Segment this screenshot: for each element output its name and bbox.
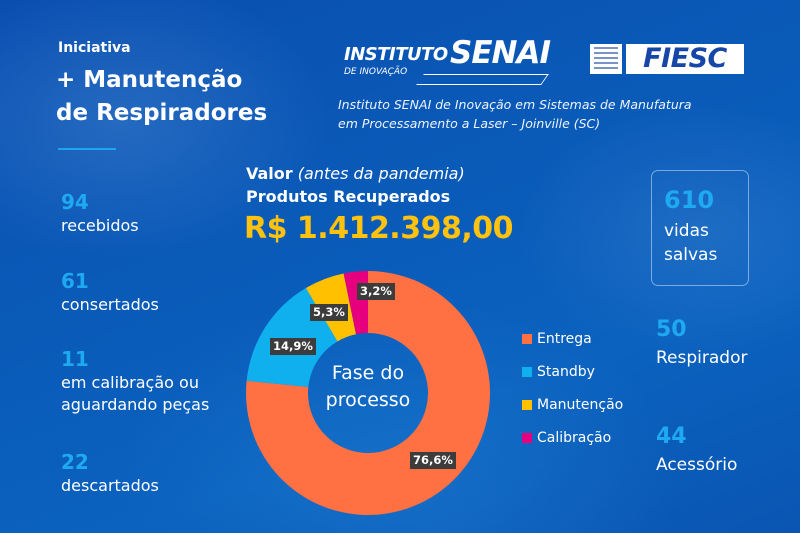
title-line-2: de Respiradores [56,100,268,126]
stat-label-line-2: aguardando peças [61,395,210,414]
title-line-1: + Manutenção [56,67,243,93]
legend-swatch [522,432,532,443]
stat-label: descartados [61,476,159,495]
stat-label-line-1: vidas [664,221,709,241]
slice-label-entrega: 76,6% [410,452,456,469]
stat-label: recebidos [61,216,139,235]
stat-label: Respirador [656,348,748,368]
slice-label-calibracao: 3,2% [357,283,395,300]
legend-item-entrega: Entrega [522,322,623,355]
legend-item-calibracao: Calibração [522,421,623,454]
center-label-line-2: processo [325,389,411,411]
institute-description: Instituto SENAI de Inovação em Sistemas … [338,95,692,133]
stat-label-line-2: salvas [664,245,718,265]
senai-logo-senai: SENAI [450,35,551,71]
donut-center-label: Fase do processo [300,360,436,414]
stat-descartados: 22 descartados [61,449,159,497]
stat-value: 22 [61,450,89,474]
valor-label: Valor [246,164,293,183]
legend-label: Manutenção [537,396,624,413]
valor-subtitle: Produtos Recuperados [246,187,451,206]
donut-chart: 76,6% 14,9% 5,3% 3,2% [246,271,490,515]
senai-logo: INSTITUTO SENAI DE INOVAÇÃO [342,35,551,86]
slice-label-manutencao: 5,3% [310,304,348,321]
stat-value: 44 [656,424,687,449]
senai-logo-swoosh [416,74,549,85]
legend-label: Calibração [537,429,612,446]
kicker: Iniciativa [58,40,131,56]
fiesc-emblem-icon [590,44,622,74]
legend-label: Standby [537,363,595,380]
page-title: + Manutenção de Respiradores [56,64,267,130]
stat-value: 11 [61,347,89,371]
highlight-box-vidas: 610 vidas salvas [651,170,749,286]
fiesc-logo: FIESC [590,44,744,74]
institute-description-line-2: em Processamento a Laser – Joinville (SC… [338,116,601,131]
stat-label: consertados [61,295,159,314]
valor-qualifier: (antes da pandemia) [297,164,465,183]
title-divider [58,148,116,150]
legend-label: Entrega [537,330,592,347]
institute-description-line-1: Instituto SENAI de Inovação em Sistemas … [338,97,692,112]
stat-value: 50 [656,317,687,342]
center-label-line-1: Fase do [331,362,405,384]
senai-logo-sub: DE INOVAÇÃO [344,67,408,77]
valor-amount: R$ 1.412.398,00 [244,211,513,246]
stat-label: Acessório [656,455,738,475]
stat-value: 94 [61,190,89,214]
legend-swatch [522,366,532,377]
stat-label-line-1: em calibração ou [61,373,199,392]
stat-respirador: 50 Respirador [656,316,747,372]
stat-recebidos: 94 recebidos [61,189,139,237]
legend-item-manutencao: Manutenção [522,388,623,421]
legend-swatch [522,333,532,344]
fiesc-wordmark: FIESC [626,44,744,74]
slice-label-standby: 14,9% [270,338,316,355]
stat-value: 61 [61,269,89,293]
legend-item-standby: Standby [522,355,623,388]
stat-consertados: 61 consertados [61,268,159,316]
stat-calibracao: 11 em calibração ou aguardando peças [61,346,209,416]
stat-acessorio: 44 Acessório [656,423,737,479]
chart-legend: Entrega Standby Manutenção Calibração [522,322,623,454]
senai-logo-instituto: INSTITUTO [344,44,448,65]
stat-value: 610 [664,186,715,214]
legend-swatch [522,399,532,410]
valor-heading: Valor (antes da pandemia) [246,164,465,184]
